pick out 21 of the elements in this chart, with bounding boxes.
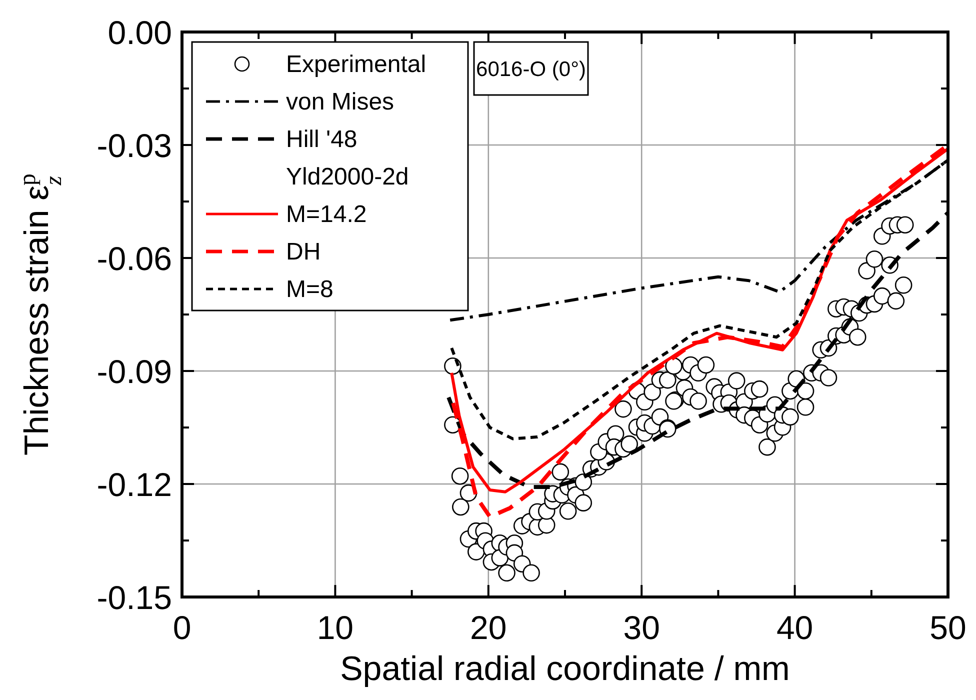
- y-tick-label: -0.06: [96, 240, 172, 277]
- y-tick-label: -0.09: [96, 353, 172, 390]
- x-tick-label: 50: [930, 609, 966, 646]
- legend-label: M=8: [286, 276, 334, 303]
- y-tick-label: -0.03: [96, 127, 172, 164]
- legend-label: Experimental: [286, 51, 426, 78]
- y-tick-label: 0.00: [108, 14, 172, 51]
- y-tick-label: -0.15: [96, 579, 172, 616]
- y-tick-label: -0.12: [96, 466, 172, 503]
- legend-label: M=14.2: [286, 201, 367, 228]
- annotation: Yld2000-2d: [286, 164, 409, 190]
- x-tick-label: 40: [776, 609, 814, 646]
- x-tick-label: 10: [316, 609, 354, 646]
- x-tick-label: 30: [623, 609, 660, 646]
- x-axis-title: Spatial radial coordinate / mm: [340, 650, 790, 688]
- legend-label: DH: [286, 238, 321, 266]
- legend-label: von Mises: [286, 88, 394, 116]
- x-tick-label: 20: [470, 609, 507, 646]
- annotation: 6016-O (0°): [476, 58, 586, 81]
- x-tick-label: 0: [172, 609, 192, 646]
- legend-label: Hill '48: [286, 126, 358, 153]
